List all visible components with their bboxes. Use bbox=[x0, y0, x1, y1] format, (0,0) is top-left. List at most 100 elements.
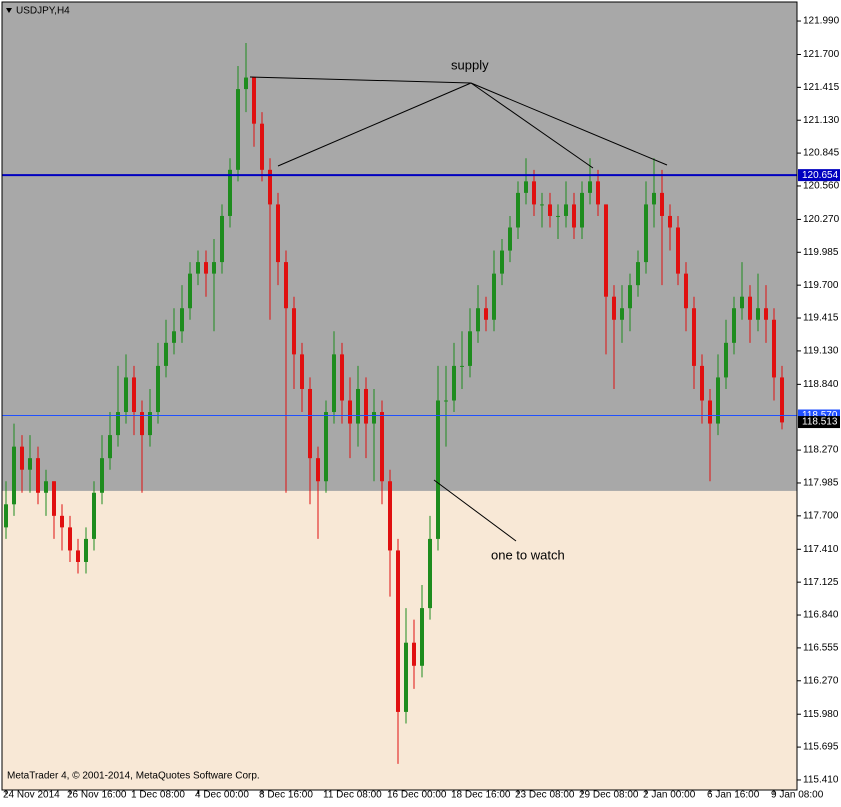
y-tick-label: 119.985 bbox=[803, 247, 839, 258]
candle-body bbox=[452, 365, 456, 401]
y-tick-label: 121.130 bbox=[803, 115, 840, 126]
y-tick-label: 116.555 bbox=[803, 643, 839, 654]
candle-body bbox=[348, 400, 352, 424]
candle-body bbox=[412, 642, 416, 666]
x-tick-label: 8 Dec 16:00 bbox=[259, 790, 313, 801]
candle-body bbox=[772, 319, 776, 378]
candle-body bbox=[188, 273, 192, 309]
footer: MetaTrader 4, © 2001-2014, MetaQuotes So… bbox=[7, 771, 260, 782]
y-tick-label: 121.990 bbox=[803, 16, 840, 27]
y-tick-label: 117.410 bbox=[803, 544, 839, 555]
candle-body bbox=[380, 412, 384, 482]
candle-body bbox=[724, 342, 728, 378]
candle-body bbox=[332, 354, 336, 413]
arrow-line bbox=[433, 479, 517, 542]
candle-body bbox=[556, 215, 560, 217]
candle-body bbox=[628, 285, 632, 309]
candle-body bbox=[28, 458, 32, 470]
candle-body bbox=[68, 527, 72, 551]
bid-label: 118.513 bbox=[802, 417, 838, 428]
x-tick-label: 16 Dec 00:00 bbox=[387, 790, 447, 801]
x-tick-label: 6 Jan 16:00 bbox=[707, 790, 760, 801]
candle-body bbox=[36, 458, 40, 493]
candle-body bbox=[748, 296, 752, 320]
candle-body bbox=[564, 204, 568, 216]
y-tick-label: 120.845 bbox=[803, 148, 840, 159]
candle-body bbox=[388, 481, 392, 551]
annotation: one to watch bbox=[491, 547, 565, 562]
candle-body bbox=[92, 492, 96, 539]
arrow-line bbox=[470, 82, 668, 166]
y-tick-label: 117.125 bbox=[803, 577, 839, 588]
candle-body bbox=[44, 481, 48, 493]
candle-body bbox=[492, 273, 496, 320]
candle-body bbox=[468, 331, 472, 366]
x-tick-label: 24 Nov 2014 bbox=[3, 790, 60, 801]
x-tick-label: 9 Jan 08:00 bbox=[771, 790, 824, 801]
x-tick-label: 23 Dec 08:00 bbox=[515, 790, 575, 801]
candle-body bbox=[276, 204, 280, 263]
y-tick-label: 118.840 bbox=[803, 379, 839, 390]
candle-body bbox=[660, 192, 664, 216]
x-tick-label: 2 Jan 00:00 bbox=[643, 790, 696, 801]
y-tick-label: 115.695 bbox=[803, 742, 839, 753]
candle-body bbox=[572, 204, 576, 228]
candle-body bbox=[732, 308, 736, 343]
bid-label-box bbox=[798, 416, 840, 429]
candle-body bbox=[244, 77, 248, 90]
y-tick-label: 117.700 bbox=[803, 510, 839, 521]
candle-body bbox=[476, 308, 480, 332]
candle-body bbox=[4, 504, 8, 528]
candle-body bbox=[740, 296, 744, 309]
candle-body bbox=[588, 181, 592, 193]
arrow-line bbox=[249, 76, 472, 84]
plot bbox=[2, 2, 797, 764]
candle-body bbox=[372, 412, 376, 424]
x-tick-label: 26 Nov 16:00 bbox=[67, 790, 127, 801]
candle-body bbox=[540, 204, 544, 206]
candle-body bbox=[580, 192, 584, 228]
candle-body bbox=[460, 365, 464, 367]
candle-body bbox=[76, 550, 80, 562]
candle-body bbox=[404, 642, 408, 712]
candle-body bbox=[364, 388, 368, 424]
candle-body bbox=[428, 538, 432, 609]
arrow-line bbox=[277, 82, 472, 167]
candle-body bbox=[180, 308, 184, 332]
candle-body bbox=[12, 446, 16, 505]
y-tick-label: 119.700 bbox=[803, 280, 839, 291]
y-tick-label: 121.700 bbox=[803, 49, 840, 60]
menu-arrow[interactable] bbox=[6, 8, 12, 13]
y-tick-label: 117.985 bbox=[803, 478, 839, 489]
candle-body bbox=[52, 481, 56, 516]
candle-body bbox=[260, 123, 264, 170]
candle-body bbox=[612, 296, 616, 320]
annotation: supply bbox=[451, 57, 489, 72]
candle-body bbox=[644, 204, 648, 263]
candle-body bbox=[308, 388, 312, 459]
candle-body bbox=[140, 412, 144, 436]
x-tick-label: 29 Dec 08:00 bbox=[579, 790, 639, 801]
candle-body bbox=[516, 192, 520, 228]
candle-body bbox=[212, 262, 216, 274]
price-label-box bbox=[798, 169, 840, 182]
annotation-lines bbox=[249, 76, 668, 542]
candle-body bbox=[340, 354, 344, 401]
candle-body bbox=[692, 308, 696, 366]
chart-title: USDJPY,H4 bbox=[16, 6, 70, 17]
candle-body bbox=[764, 308, 768, 320]
candle-body bbox=[668, 215, 672, 228]
candle-body bbox=[116, 412, 120, 436]
candle-body bbox=[156, 365, 160, 413]
candle-body bbox=[252, 77, 256, 124]
candle-body bbox=[60, 515, 64, 528]
price-label: 118.570 bbox=[802, 410, 838, 421]
candle-body bbox=[196, 262, 200, 274]
candle-body bbox=[596, 181, 600, 205]
candle-body bbox=[436, 400, 440, 539]
y-tick-label: 119.415 bbox=[803, 313, 839, 324]
candle-body bbox=[620, 308, 624, 320]
y-tick-label: 115.410 bbox=[803, 775, 839, 786]
candle-body bbox=[532, 181, 536, 205]
candle-body bbox=[220, 215, 224, 263]
